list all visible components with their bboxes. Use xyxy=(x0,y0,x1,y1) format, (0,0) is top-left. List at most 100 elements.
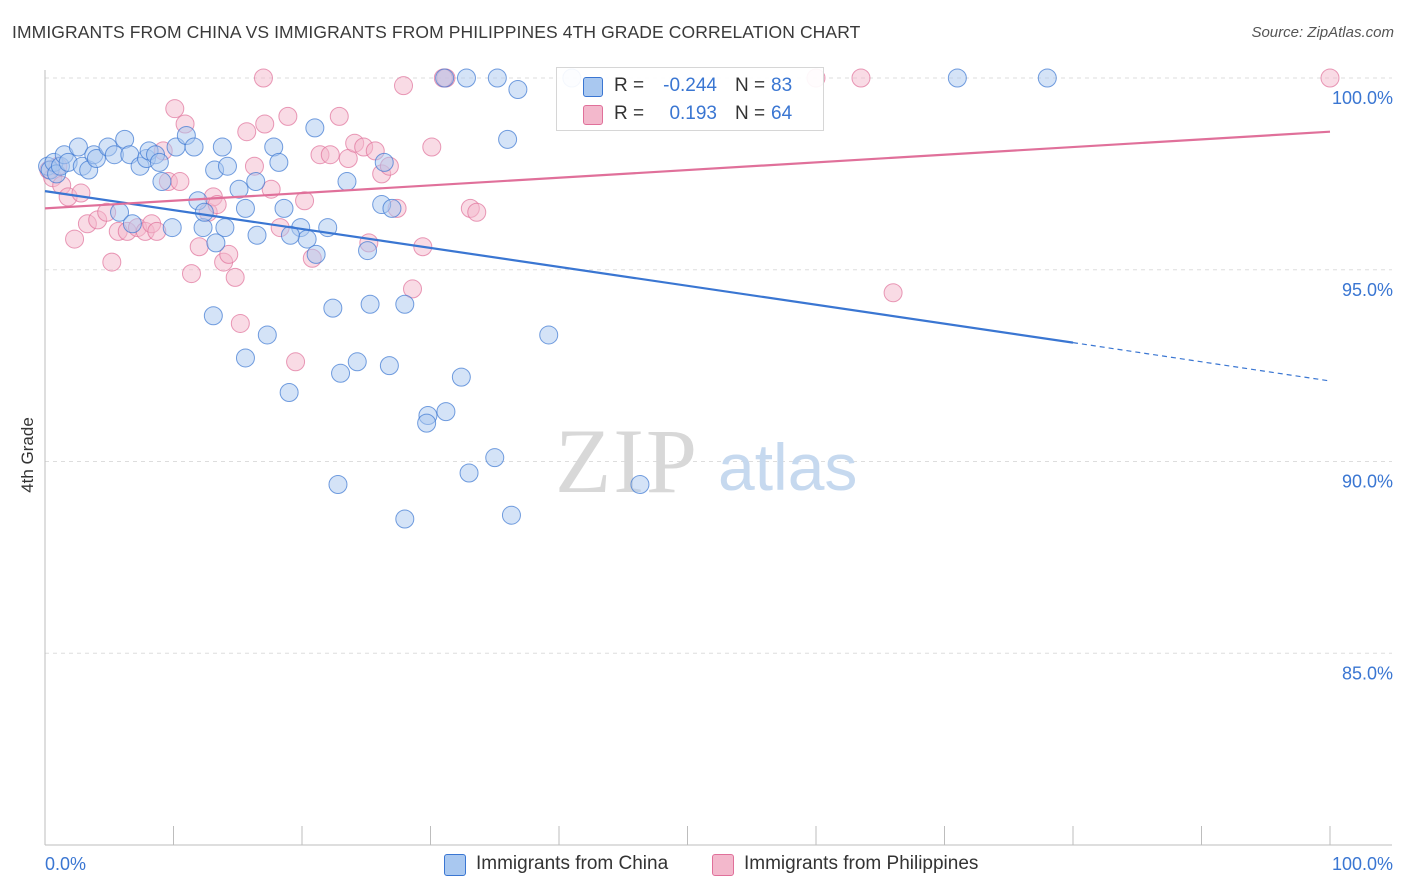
china-point xyxy=(456,68,476,88)
philippines-point xyxy=(394,76,414,96)
trend-lines xyxy=(44,130,1331,382)
philippines-point xyxy=(219,244,239,264)
source-credit: Source: ZipAtlas.com xyxy=(1251,24,1394,41)
china-point xyxy=(257,325,277,345)
stats-legend: R = -0.244 N = 83 R = 0.193 N = 64 xyxy=(556,67,824,131)
philippines-trend-line xyxy=(44,130,1331,210)
philippines-point xyxy=(230,313,250,333)
china-point xyxy=(206,233,226,253)
china-point xyxy=(485,448,505,468)
china-points xyxy=(38,68,1057,529)
y-tick-label: 90.0% xyxy=(1342,472,1393,492)
legend-label-philippines: Immigrants from Philippines xyxy=(744,853,979,874)
philippines-point xyxy=(225,267,245,287)
philippines-point xyxy=(170,172,190,192)
legend-row-china: R = -0.244 N = 83 xyxy=(557,72,823,100)
china-point xyxy=(539,325,559,345)
china-point xyxy=(947,68,967,88)
legend-swatch-philippines xyxy=(712,854,734,876)
china-point xyxy=(149,152,169,172)
philippines-point xyxy=(422,137,442,157)
axes xyxy=(44,70,1392,846)
legend-r-value-china: -0.244 xyxy=(663,75,717,96)
watermark-atlas: atlas xyxy=(718,430,857,504)
legend-swatch-china xyxy=(444,854,466,876)
china-point xyxy=(358,241,378,261)
philippines-point xyxy=(320,145,340,165)
legend-swatch-china xyxy=(583,77,603,97)
philippines-point xyxy=(165,99,185,119)
china-point xyxy=(217,156,237,176)
china-trend-line xyxy=(44,190,1074,344)
china-point xyxy=(323,298,343,318)
legend-r-label: R = xyxy=(614,103,645,124)
x-tick-label-min: 0.0% xyxy=(45,854,86,874)
philippines-point xyxy=(189,237,209,257)
china-point xyxy=(630,475,650,495)
philippines-point xyxy=(65,229,85,249)
china-point xyxy=(435,68,455,88)
legend-row-philippines: R = 0.193 N = 64 xyxy=(557,100,823,128)
china-point xyxy=(215,218,235,238)
philippines-point xyxy=(883,283,903,303)
china-point xyxy=(86,149,106,169)
y-tick-label: 95.0% xyxy=(1342,280,1393,300)
philippines-point xyxy=(286,352,306,372)
china-point xyxy=(152,172,172,192)
china-point xyxy=(395,509,415,529)
china-point xyxy=(162,218,182,238)
chart-title: IMMIGRANTS FROM CHINA VS IMMIGRANTS FROM… xyxy=(12,22,861,42)
china-point xyxy=(374,152,394,172)
philippines-point xyxy=(278,106,298,126)
china-point xyxy=(246,172,266,192)
china-point xyxy=(382,198,402,218)
philippines-point xyxy=(1320,68,1340,88)
series-legend: Immigrants from China Immigrants from Ph… xyxy=(0,851,1406,879)
china-point xyxy=(68,137,88,157)
y-tick-labels: 85.0% 90.0% 95.0% 100.0% xyxy=(1332,88,1393,683)
china-point xyxy=(451,367,471,387)
china-point xyxy=(229,179,249,199)
legend-n-value-philippines: 64 xyxy=(771,103,793,124)
china-point xyxy=(194,202,214,222)
y-tick-label: 85.0% xyxy=(1342,663,1393,683)
philippines-point xyxy=(253,68,273,88)
china-point xyxy=(122,214,142,234)
legend-swatch-philippines xyxy=(583,105,603,125)
china-point xyxy=(347,352,367,372)
china-trend-extension xyxy=(1072,342,1331,382)
china-point xyxy=(1037,68,1057,88)
legend-n-value-china: 83 xyxy=(771,75,793,96)
china-point xyxy=(212,137,232,157)
philippines-point xyxy=(467,202,487,222)
legend-r-label: R = xyxy=(614,75,645,96)
china-point xyxy=(328,475,348,495)
watermark-zip: ZIP xyxy=(555,410,699,512)
china-point xyxy=(235,198,255,218)
philippines-point xyxy=(255,114,275,134)
x-ticks xyxy=(44,826,1331,845)
legend-n-label: N = xyxy=(735,103,766,124)
legend-r-value-philippines: 0.193 xyxy=(669,103,717,124)
china-point xyxy=(279,382,299,402)
china-point xyxy=(417,413,437,433)
legend-label-china: Immigrants from China xyxy=(476,853,669,874)
x-tick-label-max: 100.0% xyxy=(1332,854,1393,874)
china-point xyxy=(247,225,267,245)
china-point xyxy=(306,244,326,264)
china-point xyxy=(274,198,294,218)
philippines-point xyxy=(237,122,257,142)
china-point xyxy=(501,505,521,525)
china-point xyxy=(331,363,351,383)
china-point xyxy=(337,172,357,192)
china-point xyxy=(379,356,399,376)
china-point xyxy=(203,306,223,326)
china-point xyxy=(498,129,518,149)
philippines-point xyxy=(102,252,122,272)
china-point xyxy=(305,118,325,138)
y-tick-label: 100.0% xyxy=(1332,88,1393,108)
china-point xyxy=(360,294,380,314)
china-point xyxy=(487,68,507,88)
china-point xyxy=(184,137,204,157)
